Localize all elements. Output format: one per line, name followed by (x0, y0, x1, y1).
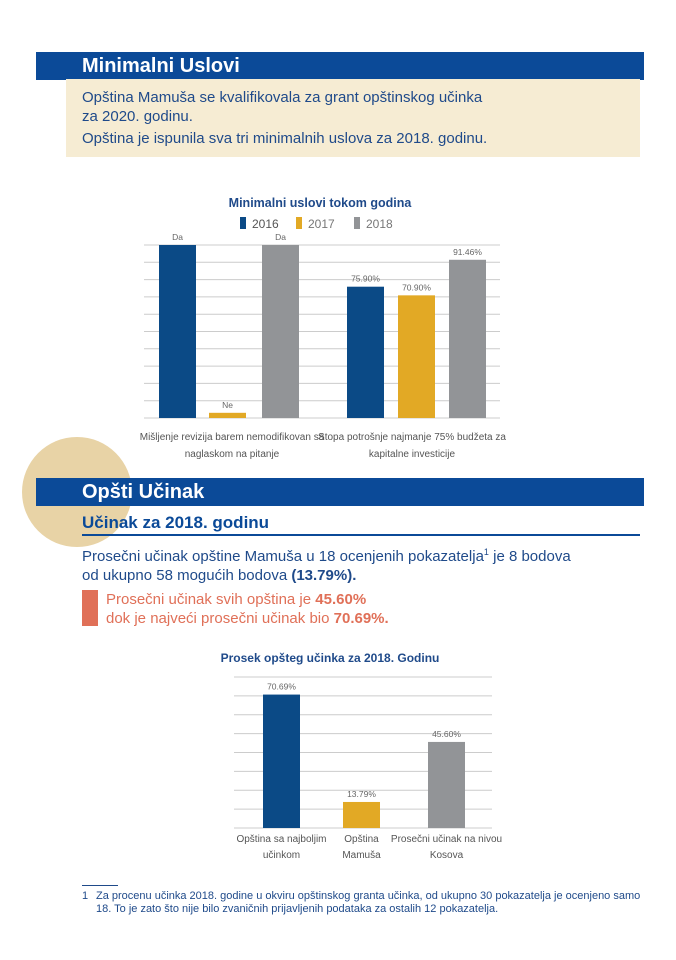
chart2-category-label: učinkom (263, 850, 300, 861)
chart1-data-label: Da (275, 232, 286, 242)
chart2-category-label: Prosečni učinak na nivou (391, 834, 502, 845)
qualification-box: Opština Mamuša se kvalifikovala za grant… (66, 79, 640, 157)
chart1-legend-label-2018: 2018 (366, 217, 393, 231)
callout-marker (82, 590, 98, 626)
chart1-bars (159, 245, 486, 418)
section-title: Opšti Učinak (82, 481, 205, 503)
footnote-text: Za procenu učinka 2018. godine u okviru … (96, 890, 641, 915)
chart2-svg: 70.69% Opština sa najboljim učinkom 13.79% O… (234, 676, 502, 861)
chart2-title: Prosek opšteg učinka za 2018. Godinu (220, 651, 440, 665)
chart1-svg: 2016 2017 2018 Da 75.90% Ne 70.90% Da 91.46% Miš… (140, 217, 507, 460)
chart1-legend-swatch-2016 (240, 217, 246, 229)
chart1-data-label: 91.46% (453, 247, 482, 257)
chart1-legend-swatch-2017 (296, 217, 302, 229)
chart2-bar-2 (428, 741, 465, 828)
section-header-opsti-ucinak: Opšti Učinak (36, 478, 644, 506)
chart2-bar-1 (343, 801, 380, 828)
chart2-bar-0 (263, 694, 300, 828)
chart1-bar-2018-g0 (262, 245, 299, 418)
para-text-b: je 8 bodova (488, 548, 571, 565)
chart2-labels: 70.69% Opština sa najboljim učinkom 13.79% O… (236, 682, 502, 861)
chart2-category-label: Mamuša (342, 850, 381, 861)
para-text-a: Prosečni učinak opštine Mamuša u 18 ocen… (82, 548, 484, 565)
footnote-number: 1 (82, 890, 89, 902)
chart1-bar-2016-g1 (347, 286, 384, 418)
chart1-category-label: naglaskom na pitanje (185, 449, 280, 460)
chart1-title: Minimalni uslovi tokom godina (228, 196, 412, 210)
chart2-category-label: Kosova (430, 850, 464, 861)
qualification-line-3: Opština je ispunila sva tri minimalnih u… (82, 130, 488, 147)
section-title: Minimalni Uslovi (82, 55, 240, 77)
chart2-data-label: 45.60% (432, 729, 461, 739)
section-header-minimalni-uslovi: Minimalni Uslovi (36, 52, 644, 80)
qualification-line-2: za 2020. godinu. (82, 108, 193, 125)
footnote-ref[interactable]: 1 (483, 547, 489, 557)
callout-text: Prosečni učinak svih opština je 45.60% d… (106, 590, 506, 628)
para-bold: (13.79%). (291, 567, 357, 584)
chart2-data-label: 13.79% (347, 789, 376, 799)
chart1-data-label: 75.90% (351, 274, 380, 284)
chart1-data-label: Ne (222, 400, 233, 410)
chart1-labels: Da 75.90% Ne 70.90% Da 91.46% Mišljenje revizi… (140, 232, 507, 460)
chart1-category-label: Stopa potrošnje najmanje 75% budžeta za (318, 432, 506, 443)
performance-paragraph: Prosečni učinak opštine Mamuša u 18 ocen… (82, 543, 652, 585)
chart1-category-label: Mišljenje revizija barem nemodifikovan s… (140, 432, 325, 443)
footnote-separator (82, 885, 118, 886)
subtitle-ucinak-2018: Učinak za 2018. godinu (82, 513, 640, 536)
callout-text-b: dok je najveći prosečni učinak bio (106, 610, 334, 627)
chart1-bar-2016-g0 (159, 245, 196, 418)
chart2-category-label: Opština (344, 834, 379, 845)
chart2-data-label: 70.69% (267, 682, 296, 692)
qualification-line-1: Opština Mamuša se kvalifikovala za grant… (82, 89, 483, 106)
chart1-legend-label-2017: 2017 (308, 217, 335, 231)
para-text-c: od ukupno 58 mogućih bodova (82, 567, 292, 584)
callout-bold-b: 70.69%. (333, 610, 389, 627)
chart2-category-label: Opština sa najboljim (236, 834, 326, 845)
chart1-legend-swatch-2018 (354, 217, 360, 229)
chart1-grid (144, 244, 500, 419)
callout-bold-a: 45.60% (315, 591, 367, 608)
chart1-bar-2017-g0 (209, 412, 246, 418)
chart1-category-label: kapitalne investicije (369, 449, 456, 460)
callout-text-a: Prosečni učinak svih opština je (106, 591, 316, 608)
chart1-legend-label-2016: 2016 (252, 217, 279, 231)
chart1-bar-2017-g1 (398, 295, 435, 418)
chart1-legend: 2016 2017 2018 (240, 217, 393, 231)
chart1-data-label: 70.90% (402, 282, 431, 292)
chart1-data-label: Da (172, 232, 183, 242)
chart1-bar-2018-g1 (449, 259, 486, 418)
chart2-bars (263, 694, 465, 828)
